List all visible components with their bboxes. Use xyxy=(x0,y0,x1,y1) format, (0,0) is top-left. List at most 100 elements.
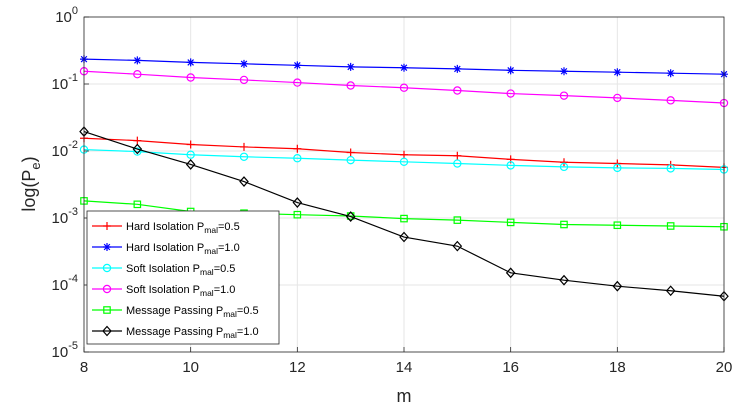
data-point xyxy=(613,159,622,168)
data-point xyxy=(293,154,302,163)
data-point xyxy=(293,210,302,219)
data-point xyxy=(559,274,569,286)
x-tick-label: 10 xyxy=(182,359,199,376)
data-point xyxy=(186,73,195,82)
y-tick-label: 10-4 xyxy=(52,273,78,294)
y-axis-label-close: ) xyxy=(19,156,39,162)
data-point xyxy=(453,151,462,160)
data-point xyxy=(293,144,302,153)
data-point xyxy=(346,62,355,71)
data-point xyxy=(292,197,303,208)
data-point xyxy=(346,81,355,90)
series-3 xyxy=(79,145,729,174)
legend-label: Hard Isolation Pmal=0.5 xyxy=(126,221,240,235)
data-point xyxy=(133,136,142,145)
data-point xyxy=(400,214,408,223)
data-point xyxy=(506,161,515,170)
data-point xyxy=(506,218,515,227)
y-axis-label-sub: e xyxy=(28,162,43,169)
data-point xyxy=(665,285,676,297)
data-point xyxy=(452,240,463,252)
legend-item-3: Soft Isolation Pmal=0.5 xyxy=(92,263,235,277)
data-point xyxy=(560,158,568,167)
x-axis-label: m xyxy=(397,386,412,406)
legend: Hard Isolation Pmal=0.5 Hard Isolation Pm… xyxy=(86,210,280,345)
data-point xyxy=(506,66,515,75)
legend-label: Soft Isolation Pmal=1.0 xyxy=(126,284,235,298)
data-point xyxy=(400,150,408,159)
y-tick-label: 10-3 xyxy=(52,206,78,227)
y-tick-label: 10-5 xyxy=(52,340,78,361)
series-line xyxy=(83,148,725,171)
legend-label: Message Passing Pmal=0.5 xyxy=(126,305,259,319)
data-point xyxy=(453,216,462,224)
legend-item-1: Hard Isolation Pmal=0.5 xyxy=(92,221,240,235)
y-axis-label: log(Pe) xyxy=(19,156,43,211)
data-point xyxy=(666,222,675,230)
data-point xyxy=(133,147,142,156)
legend-swatch-marker xyxy=(102,325,112,337)
data-point xyxy=(666,96,675,105)
data-point xyxy=(346,155,355,165)
x-tick-label: 8 xyxy=(80,359,88,376)
x-tick-label: 16 xyxy=(502,359,519,376)
legend-label: Message Passing Pmal=1.0 xyxy=(126,326,259,340)
data-point xyxy=(613,221,622,230)
data-point xyxy=(560,67,568,76)
y-axis-label-main: log(P xyxy=(19,170,39,212)
data-point xyxy=(399,157,409,166)
x-tick-label: 12 xyxy=(289,359,306,376)
legend-box xyxy=(86,210,280,345)
data-point xyxy=(186,58,195,67)
x-tick-label: 20 xyxy=(716,359,733,376)
data-point xyxy=(453,159,462,168)
data-point xyxy=(612,280,623,292)
data-point xyxy=(400,63,408,72)
y-tick-label: 10-1 xyxy=(52,72,78,93)
x-axis-ticks: 8 10 12 14 16 18 20 xyxy=(80,347,733,376)
data-point xyxy=(240,142,248,151)
data-point xyxy=(133,200,142,209)
data-point xyxy=(399,231,409,243)
svg-text:log(Pe): log(Pe) xyxy=(19,156,43,211)
y-axis-ticks: 10-5 10-4 10-3 10-2 10-1 100 xyxy=(52,5,89,361)
data-point xyxy=(293,78,302,87)
data-point xyxy=(559,91,569,100)
data-point xyxy=(399,83,409,92)
data-point xyxy=(133,56,142,65)
data-point xyxy=(666,69,675,78)
data-point xyxy=(613,68,622,77)
data-point xyxy=(345,211,356,222)
legend-item-4: Soft Isolation Pmal=1.0 xyxy=(92,284,235,298)
data-point xyxy=(239,176,249,187)
data-point xyxy=(666,164,675,173)
data-point xyxy=(346,148,355,157)
data-point xyxy=(293,61,302,70)
legend-swatch-marker xyxy=(102,284,112,294)
data-point xyxy=(133,70,142,79)
series-line xyxy=(83,130,725,297)
legend-item-5: Message Passing Pmal=0.5 xyxy=(92,305,259,319)
legend-item-6: Message Passing Pmal=1.0 xyxy=(92,325,259,340)
data-point xyxy=(186,140,195,149)
data-point xyxy=(505,267,516,279)
data-point xyxy=(560,220,568,229)
x-tick-label: 18 xyxy=(609,359,626,376)
series-4 xyxy=(79,67,729,108)
legend-item-2: Hard Isolation Pmal=1.0 xyxy=(92,242,240,256)
data-point xyxy=(453,86,462,95)
legend-label: Hard Isolation Pmal=1.0 xyxy=(126,242,240,256)
data-point xyxy=(239,75,249,85)
legend-swatch-marker xyxy=(103,222,111,230)
y-tick-label: 10-2 xyxy=(52,139,78,160)
data-point xyxy=(239,152,249,161)
data-point xyxy=(453,64,462,73)
data-point xyxy=(613,163,622,173)
legend-swatch-marker xyxy=(103,243,111,251)
data-point xyxy=(185,159,196,170)
data-point xyxy=(559,162,569,172)
data-point xyxy=(186,150,195,159)
x-tick-label: 14 xyxy=(396,359,413,376)
y-tick-label: 100 xyxy=(55,5,78,26)
